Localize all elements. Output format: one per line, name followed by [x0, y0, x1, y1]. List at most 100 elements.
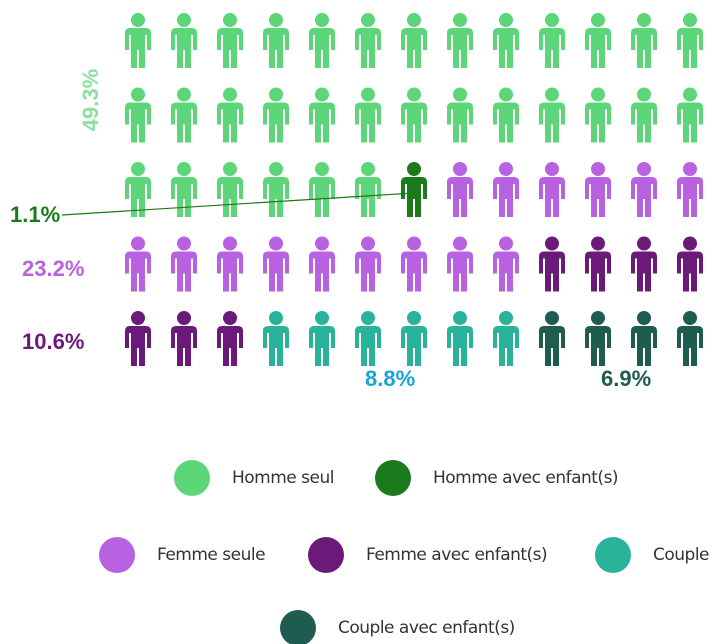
person-icon — [677, 13, 703, 68]
icon-head — [361, 162, 375, 176]
icon-head — [591, 87, 605, 102]
icon-body — [677, 177, 703, 217]
icon-body — [217, 28, 243, 68]
icon-head — [499, 13, 513, 27]
percent-label: 1.1% — [10, 202, 60, 227]
icon-head — [453, 236, 467, 251]
icon-head — [407, 162, 421, 176]
icon-head — [683, 311, 697, 325]
icon-body — [125, 251, 151, 292]
icon-body — [493, 177, 519, 217]
person-icon — [585, 13, 611, 68]
icon-head — [591, 13, 605, 27]
icon-head — [407, 13, 421, 27]
icon-body — [493, 251, 519, 292]
legend-label: Homme avec enfant(s) — [433, 468, 618, 488]
person-icon — [677, 311, 703, 366]
person-icon — [631, 13, 657, 68]
icon-head — [177, 236, 191, 251]
icon-body — [125, 102, 151, 143]
icon-head — [315, 236, 329, 251]
person-icon — [585, 87, 611, 143]
icon-head — [131, 311, 145, 325]
person-icon — [585, 236, 611, 292]
icon-body — [677, 102, 703, 143]
person-icon — [171, 87, 197, 143]
legend-label: Couple — [653, 545, 709, 565]
person-icon — [677, 87, 703, 143]
icon-head — [361, 13, 375, 27]
icon-head — [223, 311, 237, 325]
icon-body — [539, 28, 565, 68]
icon-head — [407, 236, 421, 251]
icon-head — [269, 311, 283, 325]
icon-head — [407, 311, 421, 325]
percent-label: 10.6% — [22, 329, 84, 354]
icon-head — [361, 311, 375, 325]
icon-body — [677, 28, 703, 68]
icon-head — [591, 236, 605, 251]
leader-line — [61, 192, 415, 216]
person-icon — [171, 162, 197, 217]
icon-head — [177, 162, 191, 176]
person-icon — [539, 236, 565, 292]
icon-head — [177, 311, 191, 325]
icon-body — [539, 177, 565, 217]
icon-head — [499, 87, 513, 102]
icon-head — [453, 87, 467, 102]
legend-swatch — [595, 537, 631, 573]
legend-swatch — [308, 537, 344, 573]
icon-head — [683, 236, 697, 251]
icon-head — [545, 87, 559, 102]
person-icon — [355, 87, 381, 143]
icon-head — [315, 13, 329, 27]
person-icon — [493, 236, 519, 292]
person-icon — [539, 87, 565, 143]
icon-head — [499, 162, 513, 176]
icon-body — [263, 28, 289, 68]
icon-head — [453, 13, 467, 27]
icon-body — [263, 251, 289, 292]
person-icon — [493, 162, 519, 217]
icon-body — [585, 102, 611, 143]
icon-body — [217, 102, 243, 143]
person-icon — [125, 236, 151, 292]
icon-body — [677, 251, 703, 292]
person-icon — [631, 236, 657, 292]
icon-body — [539, 251, 565, 292]
person-icon — [585, 311, 611, 366]
icon-body — [585, 251, 611, 292]
person-icon — [309, 236, 335, 292]
percent-label: 6.9% — [601, 366, 651, 391]
icon-body — [263, 326, 289, 366]
icon-head — [315, 311, 329, 325]
icon-head — [545, 13, 559, 27]
person-icon — [309, 311, 335, 366]
person-icon — [493, 87, 519, 143]
icon-head — [269, 13, 283, 27]
person-icon — [447, 162, 473, 217]
person-icon — [585, 162, 611, 217]
icon-body — [125, 326, 151, 366]
icon-head — [545, 311, 559, 325]
person-icon — [631, 87, 657, 143]
icon-head — [499, 311, 513, 325]
icon-head — [637, 236, 651, 251]
legend-swatch — [99, 537, 135, 573]
icon-body — [309, 326, 335, 366]
icon-body — [631, 102, 657, 143]
person-icon — [217, 87, 243, 143]
icon-body — [125, 177, 151, 217]
icon-body — [631, 28, 657, 68]
icon-body — [493, 102, 519, 143]
person-icon — [217, 13, 243, 68]
percent-label: 8.8% — [365, 366, 415, 391]
person-icon — [677, 236, 703, 292]
icon-head — [177, 87, 191, 102]
icon-body — [171, 28, 197, 68]
person-icon — [125, 13, 151, 68]
icon-body — [125, 28, 151, 68]
person-icon — [539, 162, 565, 217]
icon-body — [171, 102, 197, 143]
